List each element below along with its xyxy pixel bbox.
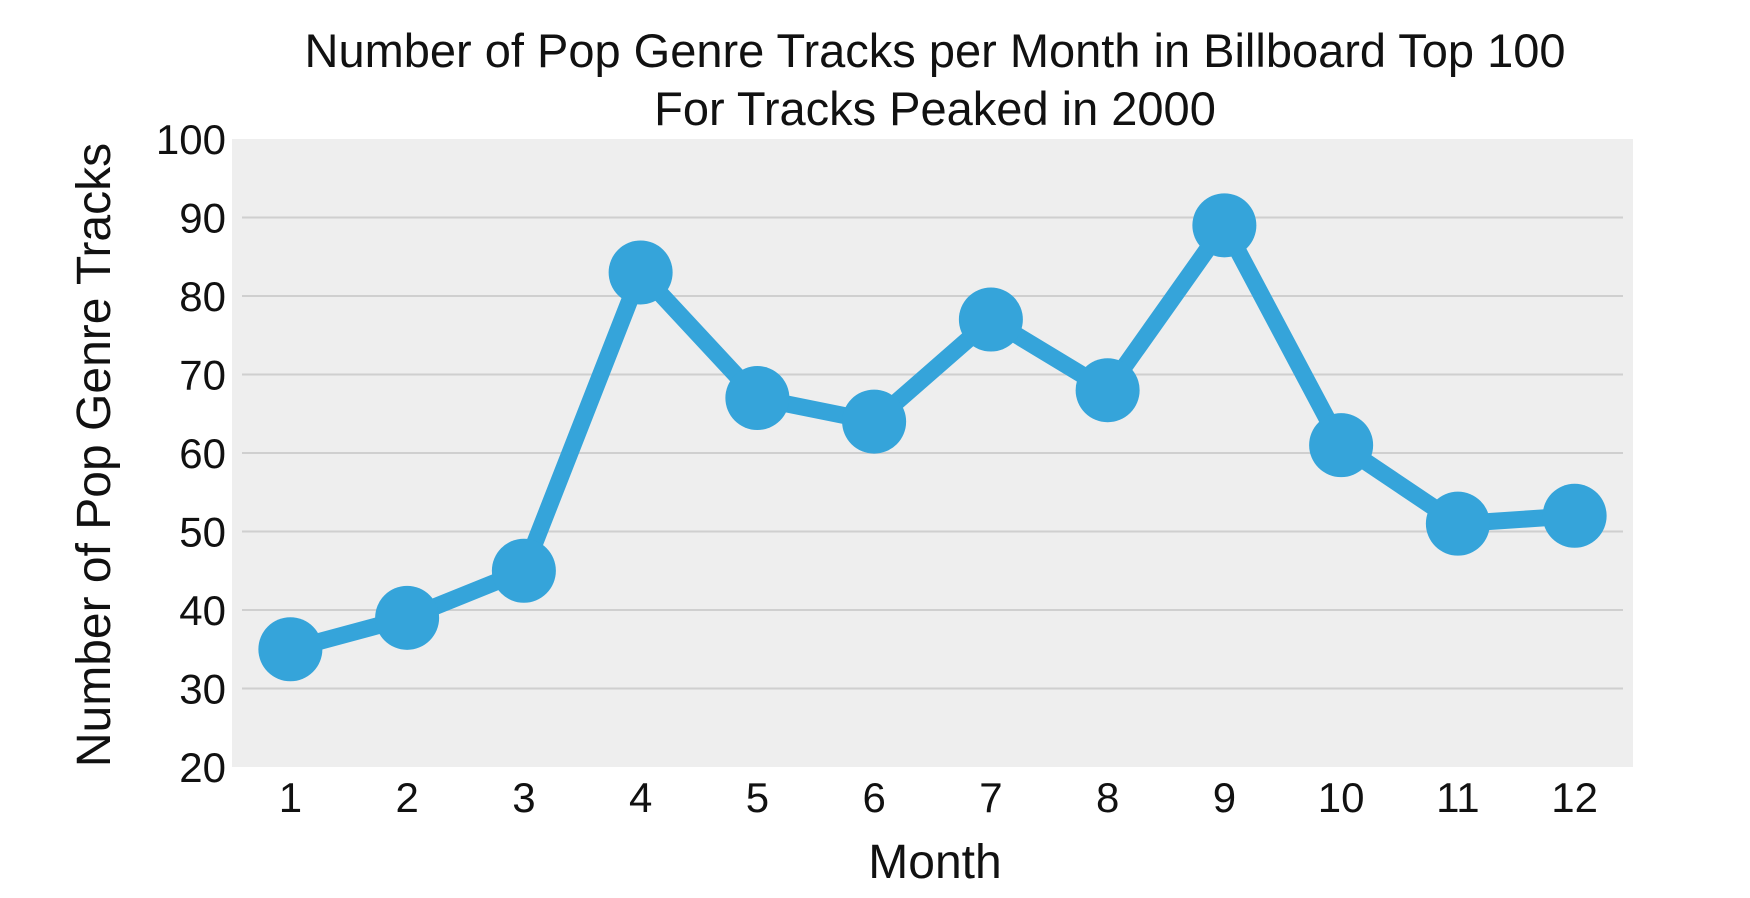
series-points [258, 193, 1607, 682]
data-point-month-5 [725, 366, 790, 431]
y-tick-label-100: 100 [156, 116, 226, 163]
x-tick-label-8: 8 [1096, 774, 1119, 821]
x-tick-label-6: 6 [862, 774, 885, 821]
x-tick-label-11: 11 [1436, 774, 1480, 821]
data-point-month-10 [1309, 413, 1374, 478]
data-point-month-1 [258, 617, 323, 682]
y-tick-label-90: 90 [179, 195, 226, 242]
y-axis-label: Number of Pop Genre Tracks [68, 143, 121, 767]
data-point-month-4 [608, 240, 673, 305]
data-point-month-11 [1425, 491, 1490, 556]
x-tick-label-12: 12 [1551, 774, 1598, 821]
data-point-month-7 [958, 287, 1023, 352]
y-tick-label-80: 80 [179, 273, 226, 320]
y-tick-label-60: 60 [179, 430, 226, 477]
data-point-month-6 [842, 389, 907, 454]
y-axis-tick-labels: 20 30 40 50 60 70 80 90 100 [156, 116, 226, 791]
data-point-month-12 [1542, 483, 1607, 548]
x-tick-label-5: 5 [746, 774, 769, 821]
data-point-month-3 [491, 538, 556, 603]
data-point-month-9 [1192, 193, 1257, 258]
x-axis-tick-labels: 1 2 3 4 5 6 7 8 9 10 11 12 [279, 774, 1598, 821]
chart-title-line-2: For Tracks Peaked in 2000 [654, 82, 1216, 135]
y-tick-label-20: 20 [179, 744, 226, 791]
y-tick-label-70: 70 [179, 352, 226, 399]
x-tick-label-9: 9 [1213, 774, 1236, 821]
y-tick-label-50: 50 [179, 509, 226, 556]
y-tick-label-40: 40 [179, 587, 226, 634]
x-tick-label-4: 4 [629, 774, 652, 821]
x-tick-label-10: 10 [1318, 774, 1365, 821]
x-tick-label-1: 1 [279, 774, 302, 821]
chart-title-line-1: Number of Pop Genre Tracks per Month in … [305, 24, 1566, 77]
data-point-month-8 [1075, 358, 1140, 423]
x-axis-label: Month [868, 836, 1001, 889]
x-tick-label-3: 3 [512, 774, 535, 821]
x-tick-label-2: 2 [395, 774, 418, 821]
data-point-month-2 [375, 585, 440, 650]
y-tick-label-30: 30 [179, 666, 226, 713]
grid-lines [242, 216, 1623, 690]
x-tick-label-7: 7 [979, 774, 1002, 821]
